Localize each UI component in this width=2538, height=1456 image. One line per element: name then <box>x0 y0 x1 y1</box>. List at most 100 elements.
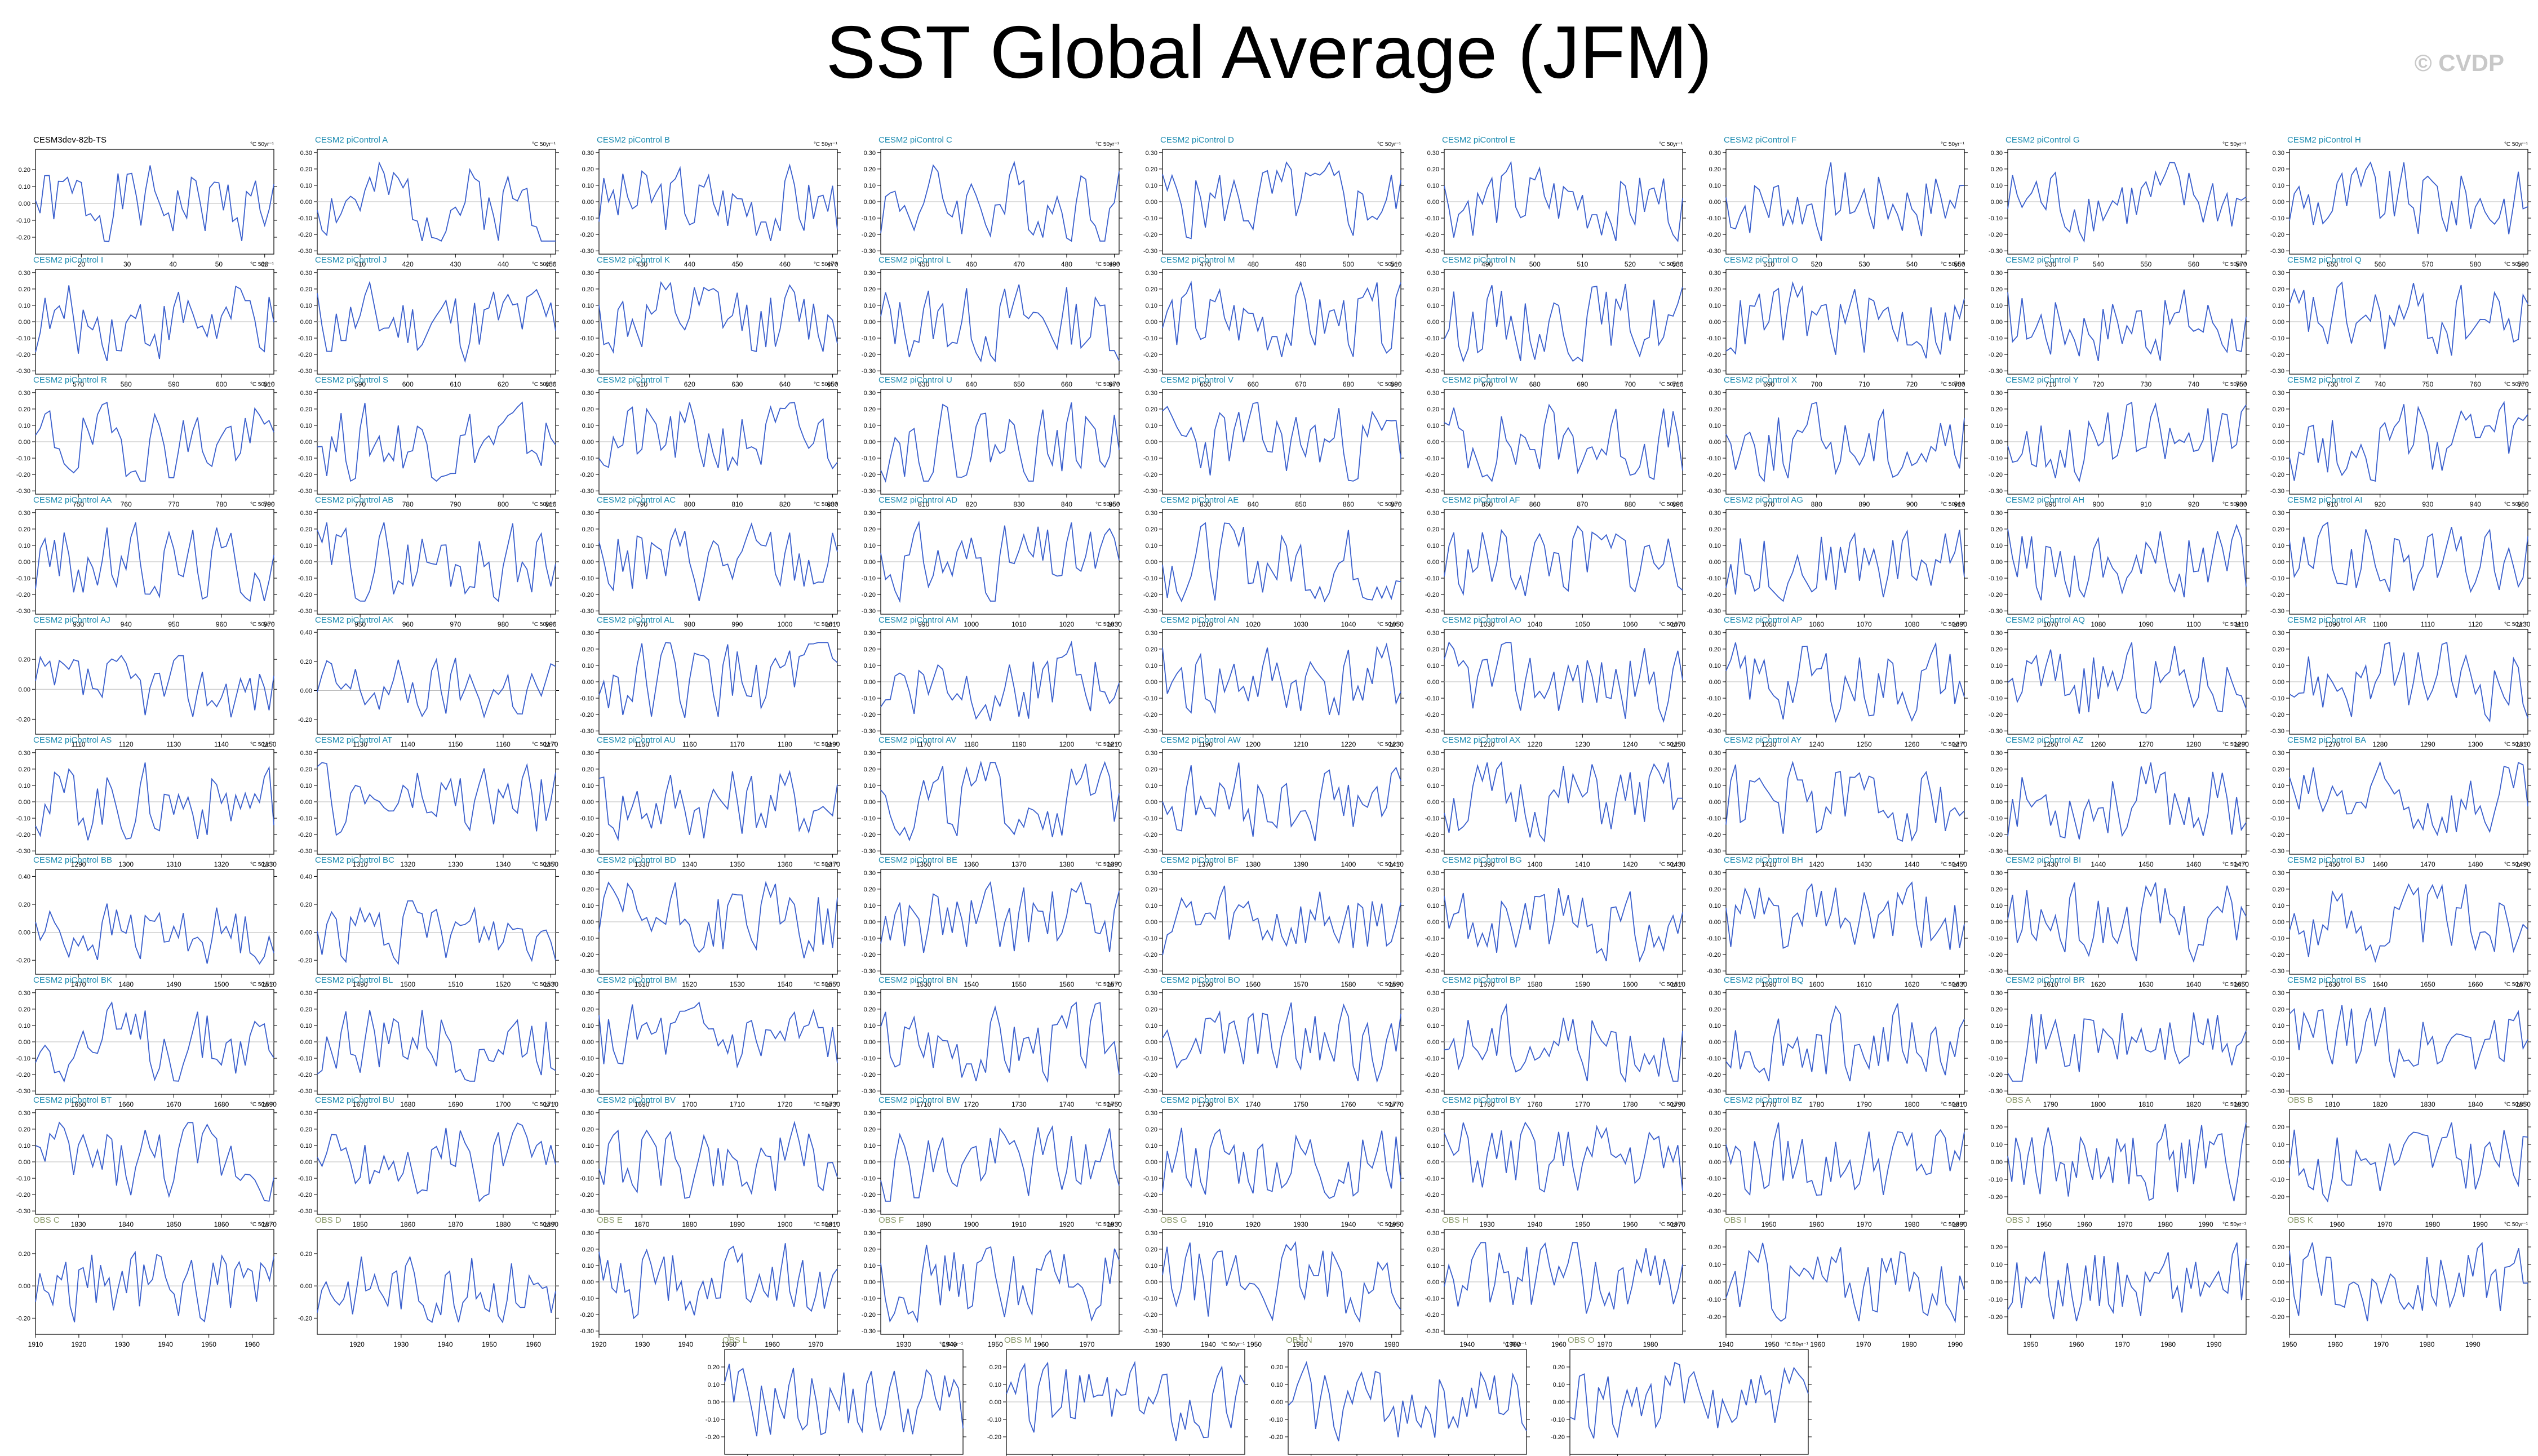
x-tick-label: 970 <box>264 620 275 628</box>
units-label: °C 50yr⁻¹ <box>1095 1102 1120 1108</box>
units-label: °C 50yr⁻¹ <box>250 501 274 508</box>
panel: CESM2 piControl BY °C 50yr⁻¹ 0.30 0.20 0.10 0… <box>1425 1095 1686 1228</box>
x-tick-label: 940 <box>2470 500 2481 508</box>
x-tick-label: 1670 <box>166 1100 181 1108</box>
x-tick-label: 1710 <box>543 1100 558 1108</box>
y-tick-label: -0.20 <box>298 1315 312 1322</box>
x-tick-label: 1410 <box>1761 860 1777 868</box>
y-tick-label: 0.10 <box>2273 783 2284 789</box>
series-line <box>880 1245 1120 1324</box>
x-tick-label: 800 <box>498 500 509 508</box>
x-tick-label: 560 <box>2188 260 2199 268</box>
units-label: °C 50yr⁻¹ <box>1659 141 1683 148</box>
panel: CESM2 piControl BS °C 50yr⁻¹ 0.30 0.20 0.10 0… <box>2270 975 2531 1108</box>
y-tick-label: -0.30 <box>1989 1088 2003 1095</box>
x-tick-label: 1130 <box>166 740 181 748</box>
panel-title: CESM2 piControl AP <box>1724 615 1802 625</box>
units-label: °C 50yr⁻¹ <box>1377 261 1401 268</box>
y-tick-label: 0.10 <box>582 903 594 909</box>
units-label: °C 50yr⁻¹ <box>1095 862 1120 868</box>
y-tick-label: 0.20 <box>1709 406 1721 413</box>
y-tick-label: 0.20 <box>1427 406 1439 413</box>
units-label: °C 50yr⁻¹ <box>2222 862 2247 868</box>
x-tick-label: 1510 <box>448 980 463 988</box>
x-tick-label: 1120 <box>119 740 134 748</box>
y-tick-label: 0.00 <box>582 1279 594 1286</box>
y-tick-label: -0.10 <box>1143 455 1157 462</box>
series-line <box>2007 1122 2247 1202</box>
x-tick-label: 1690 <box>448 1100 463 1108</box>
y-tick-label: -0.10 <box>2270 815 2284 822</box>
x-tick-label: 660 <box>1061 380 1072 388</box>
y-tick-label: 0.00 <box>1146 679 1157 686</box>
y-tick-label: 0.20 <box>1991 286 2003 293</box>
x-tick-label: 1750 <box>1293 1100 1308 1108</box>
x-tick-label: 1250 <box>1670 740 1685 748</box>
x-tick-label: 1230 <box>1388 740 1404 748</box>
panel: CESM2 piControl BG °C 50yr⁻¹ 0.30 0.20 0.10 0… <box>1425 855 1686 988</box>
x-tick-label: 620 <box>498 380 509 388</box>
y-tick-label: 0.20 <box>300 1126 312 1133</box>
x-tick-label: 630 <box>918 380 929 388</box>
y-tick-label: 0.00 <box>864 799 876 806</box>
panel-title: OBS D <box>315 1215 341 1225</box>
x-tick-label: 1720 <box>778 1100 793 1108</box>
panel: CESM2 piControl AJ °C 50yr⁻¹ 0.20 0.00 -0.20… <box>16 615 277 748</box>
panel: CESM2 piControl C °C 50yr⁻¹ 0.30 0.20 0.10 0.… <box>862 135 1122 268</box>
series-line <box>1162 885 1401 956</box>
y-tick-label: -0.30 <box>862 608 876 615</box>
x-tick-label: 1560 <box>1059 980 1075 988</box>
x-tick-label: 860 <box>1343 500 1354 508</box>
series-line <box>35 903 274 965</box>
x-tick-label: 1000 <box>964 620 979 628</box>
x-tick-label: 950 <box>354 620 366 628</box>
x-tick-label: 1960 <box>2077 1220 2092 1228</box>
panel: CESM2 piControl T °C 50yr⁻¹ 0.30 0.20 0.10 0.… <box>580 375 841 508</box>
y-tick-label: 0.10 <box>1991 783 2003 789</box>
y-tick-label: -0.20 <box>580 712 594 718</box>
x-tick-label: 960 <box>216 620 227 628</box>
y-tick-label: -0.20 <box>1989 1194 2003 1201</box>
units-label: °C 50yr⁻¹ <box>814 1222 838 1228</box>
y-tick-label: -0.30 <box>1707 968 1721 975</box>
panel: CESM2 piControl AC °C 50yr⁻¹ 0.30 0.20 0.10 0… <box>580 495 841 628</box>
y-tick-label: 0.20 <box>1709 166 1721 173</box>
y-tick-label: -0.10 <box>2270 1055 2284 1062</box>
x-tick-label: 1100 <box>2373 620 2388 628</box>
y-tick-label: -0.20 <box>2270 472 2284 478</box>
y-tick-label: 0.20 <box>19 1251 30 1258</box>
y-tick-label: -0.10 <box>1551 1417 1565 1423</box>
units-label: °C 50yr⁻¹ <box>532 261 556 268</box>
x-tick-label: 690 <box>1763 380 1774 388</box>
y-tick-label: -0.30 <box>298 248 312 255</box>
y-tick-label: -0.20 <box>16 234 30 241</box>
panel-title: CESM2 piControl C <box>878 135 952 145</box>
units-label: °C 50yr⁻¹ <box>250 1102 274 1108</box>
panel: CESM2 piControl M °C 50yr⁻¹ 0.30 0.20 0.10 0.… <box>1143 255 1404 388</box>
x-tick-label: 1440 <box>1905 860 1920 868</box>
panel: CESM2 piControl BI °C 50yr⁻¹ 0.30 0.20 0.10 0… <box>1989 855 2249 988</box>
y-tick-label: 0.00 <box>1709 439 1721 446</box>
x-tick-label: 50 <box>215 260 223 268</box>
series-line <box>35 762 274 841</box>
y-tick-label: -0.30 <box>2270 608 2284 615</box>
y-tick-label: 0.10 <box>1709 783 1721 789</box>
y-tick-label: 0.30 <box>582 270 594 277</box>
panel: CESM2 piControl AX °C 50yr⁻¹ 0.30 0.20 0.10 0… <box>1425 735 1686 868</box>
x-tick-label: 1100 <box>2186 620 2201 628</box>
y-tick-label: 0.10 <box>864 183 876 189</box>
x-tick-label: 900 <box>2093 500 2104 508</box>
x-tick-label: 1970 <box>1670 1220 1685 1228</box>
y-tick-label: -0.30 <box>862 848 876 855</box>
x-tick-label: 1170 <box>544 740 558 748</box>
x-tick-label: 1960 <box>1551 1340 1567 1348</box>
panel-title: CESM2 piControl AC <box>597 495 676 505</box>
x-tick-label: 1320 <box>214 860 229 868</box>
y-tick-label: 0.10 <box>582 183 594 189</box>
panel-title: CESM2 piControl X <box>1724 375 1797 385</box>
units-label: °C 50yr⁻¹ <box>1941 1222 1965 1228</box>
panel: CESM2 piControl Z °C 50yr⁻¹ 0.30 0.20 0.10 0.… <box>2270 375 2531 508</box>
x-tick-label: 610 <box>450 380 461 388</box>
y-tick-label: 0.20 <box>1709 286 1721 293</box>
x-tick-label: 1950 <box>1506 1340 1521 1348</box>
